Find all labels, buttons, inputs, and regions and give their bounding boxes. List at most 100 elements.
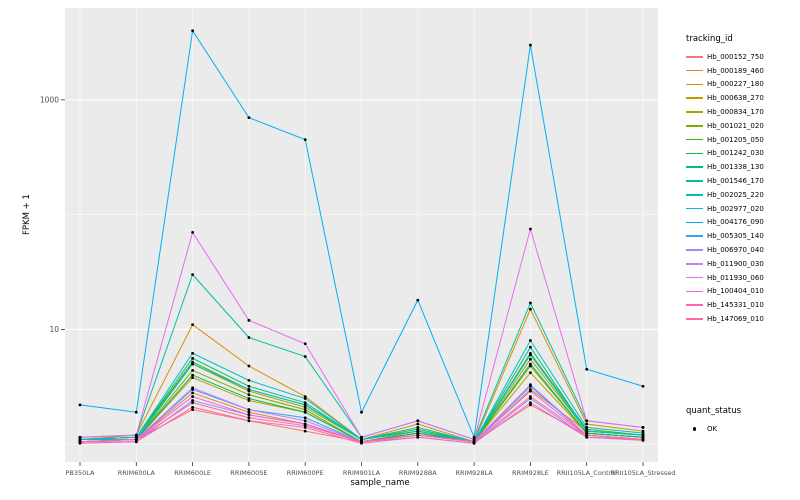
legend-item: Hb_006970_040 bbox=[686, 243, 798, 257]
data-point bbox=[191, 395, 195, 398]
data-point bbox=[585, 435, 589, 439]
data-point bbox=[472, 440, 476, 444]
data-point bbox=[303, 397, 307, 400]
data-point bbox=[416, 431, 420, 435]
data-point bbox=[247, 410, 251, 414]
legend-item: Hb_001242_030 bbox=[686, 147, 798, 161]
data-point bbox=[191, 356, 195, 360]
data-point bbox=[360, 440, 363, 444]
data-point bbox=[641, 435, 645, 439]
x-tick-label: RRII105LA_Stressed bbox=[611, 469, 676, 477]
legend-label: Hb_000189_460 bbox=[707, 66, 764, 75]
data-point bbox=[247, 378, 251, 382]
data-point bbox=[529, 371, 532, 375]
data-point bbox=[585, 429, 589, 433]
x-tick-label: RRIM901LA bbox=[343, 469, 381, 477]
quant-legend-item: OK bbox=[686, 422, 798, 436]
data-point bbox=[247, 336, 251, 339]
data-point bbox=[303, 416, 307, 420]
data-point bbox=[191, 323, 195, 327]
data-point bbox=[134, 438, 138, 441]
data-point bbox=[529, 227, 532, 231]
x-axis-title: sample_name bbox=[350, 478, 410, 488]
x-tick-label: RRIM928BA bbox=[399, 469, 437, 477]
data-point bbox=[78, 435, 82, 439]
legend-line-icon bbox=[686, 78, 703, 91]
data-point bbox=[191, 376, 195, 380]
data-point bbox=[303, 401, 307, 405]
data-point bbox=[247, 397, 251, 400]
data-point bbox=[472, 435, 476, 439]
legend-label: Hb_002025_220 bbox=[707, 190, 764, 199]
plot-svg: 10 1000 PB350LA RRIM600LA RRIM600LE RRIM600SE… bbox=[40, 8, 676, 477]
legend-line-icon bbox=[686, 161, 703, 174]
legend-label: Hb_100404_010 bbox=[707, 287, 764, 296]
legend-item: Hb_004176_090 bbox=[686, 216, 798, 230]
legend-item: Hb_000638_270 bbox=[686, 91, 798, 105]
legend-line-icon bbox=[686, 64, 703, 77]
data-point bbox=[134, 440, 138, 444]
data-point bbox=[303, 424, 307, 428]
data-point bbox=[529, 389, 532, 393]
data-point bbox=[529, 403, 532, 407]
data-point bbox=[641, 426, 645, 429]
legend-item: Hb_000227_180 bbox=[686, 78, 798, 92]
data-point bbox=[303, 403, 307, 407]
data-point bbox=[472, 438, 476, 441]
legend-label: Hb_011930_060 bbox=[707, 273, 764, 282]
legend-label: Hb_011900_030 bbox=[707, 259, 764, 268]
data-point bbox=[529, 339, 532, 342]
data-point bbox=[247, 413, 251, 417]
x-tick-label: RRIM928LA bbox=[456, 469, 494, 477]
legend-item: Hb_001338_130 bbox=[686, 160, 798, 174]
legend-item: Hb_002025_220 bbox=[686, 188, 798, 202]
data-point bbox=[303, 410, 307, 414]
data-point bbox=[247, 419, 251, 423]
legend-label: Hb_147069_010 bbox=[707, 315, 764, 324]
x-tick-label: RRIM600LA bbox=[118, 469, 156, 477]
quant-legend-title: quant_status bbox=[686, 405, 742, 416]
legend-line-icon bbox=[686, 119, 703, 132]
data-point bbox=[585, 367, 589, 371]
data-point bbox=[529, 43, 532, 47]
tracking-legend-items: Hb_000152_750 Hb_000189_460 Hb_000227_180 H… bbox=[686, 50, 798, 326]
data-point bbox=[191, 351, 195, 355]
data-point bbox=[78, 438, 82, 441]
x-tick-label: RRII105LA_Control bbox=[557, 469, 617, 477]
data-point bbox=[529, 395, 532, 398]
data-point bbox=[191, 373, 195, 377]
legend-line-icon bbox=[686, 299, 703, 312]
data-point bbox=[641, 438, 645, 441]
legend-label: Hb_006970_040 bbox=[707, 246, 764, 255]
data-point bbox=[585, 422, 589, 426]
data-point bbox=[641, 431, 645, 435]
legend-label: Hb_001205_050 bbox=[707, 135, 764, 144]
x-tick-label: RRIM928LE bbox=[512, 469, 549, 477]
data-point bbox=[416, 433, 420, 437]
data-point bbox=[191, 399, 195, 402]
legend-item: Hb_100404_010 bbox=[686, 285, 798, 299]
data-point bbox=[360, 435, 363, 439]
x-tick-label: RRIM600SE bbox=[230, 469, 267, 477]
data-point bbox=[529, 362, 532, 366]
legend-item: Hb_000834_170 bbox=[686, 105, 798, 119]
data-point bbox=[247, 116, 251, 120]
legend-line-icon bbox=[686, 175, 703, 188]
data-point bbox=[303, 355, 307, 358]
data-point bbox=[247, 416, 251, 420]
data-point bbox=[247, 393, 251, 397]
legend-item: Hb_011930_060 bbox=[686, 271, 798, 285]
legend-item: Hb_001205_050 bbox=[686, 133, 798, 147]
legend-line-icon bbox=[686, 188, 703, 201]
ok-point-icon bbox=[686, 422, 703, 435]
legend-item: Hb_001021_020 bbox=[686, 119, 798, 133]
data-point bbox=[78, 403, 82, 407]
data-point bbox=[529, 364, 532, 368]
legend-item: Hb_005305_140 bbox=[686, 229, 798, 243]
data-point bbox=[134, 410, 138, 414]
data-point bbox=[191, 362, 195, 366]
y-tick-label: 1000 bbox=[40, 95, 59, 104]
data-point bbox=[585, 426, 589, 429]
legend-label: Hb_000638_270 bbox=[707, 94, 764, 103]
quant-legend: quant_status OK bbox=[686, 406, 798, 436]
